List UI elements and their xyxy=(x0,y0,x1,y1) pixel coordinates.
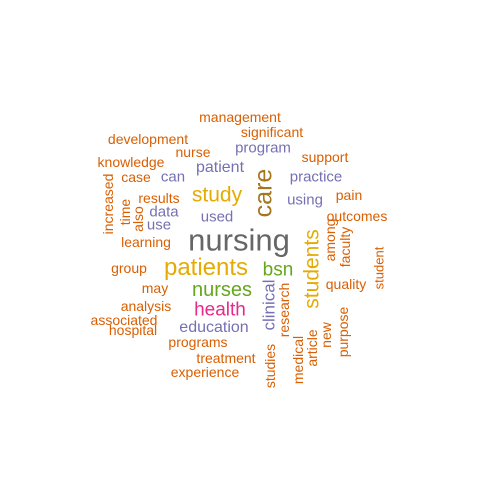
word-medical: medical xyxy=(290,335,306,385)
word-clinical: clinical xyxy=(259,279,279,331)
word-treatment: treatment xyxy=(196,350,256,366)
word-health: health xyxy=(194,299,246,321)
word-development: development xyxy=(107,131,189,147)
word-support: support xyxy=(301,149,349,165)
word-group: group xyxy=(111,260,147,276)
word-significant: significant xyxy=(240,124,304,140)
word-patient: patient xyxy=(195,159,245,176)
word-hospital: hospital xyxy=(108,322,158,338)
word-student: student xyxy=(371,246,387,290)
word-faculty: faculty xyxy=(337,226,353,268)
word-patients: patients xyxy=(163,254,249,281)
word-increased: increased xyxy=(100,173,116,235)
word-purpose: purpose xyxy=(335,306,351,358)
word-case: case xyxy=(121,169,151,185)
word-results: results xyxy=(138,190,180,206)
word-nurse: nurse xyxy=(175,144,211,160)
word-experience: experience xyxy=(170,364,240,380)
word-using: using xyxy=(287,191,323,209)
word-programs: programs xyxy=(168,334,228,350)
word-also: also xyxy=(130,206,146,232)
word-education: education xyxy=(179,319,249,336)
word-can: can xyxy=(160,168,186,186)
word-management: management xyxy=(199,109,281,125)
word-care: care xyxy=(249,168,278,218)
word-learning: learning xyxy=(121,234,171,250)
word-may: may xyxy=(141,280,169,296)
word-among: among xyxy=(322,218,338,262)
word-associated: associated xyxy=(90,312,158,328)
word-studies: studies xyxy=(262,343,278,389)
word-use: use xyxy=(146,216,172,234)
word-knowledge: knowledge xyxy=(97,154,165,170)
word-article: article xyxy=(304,329,320,367)
word-program: program xyxy=(235,139,291,157)
word-analysis: analysis xyxy=(120,298,172,314)
word-nurses: nurses xyxy=(191,279,253,301)
word-nursing: nursing xyxy=(188,222,290,258)
word-pain: pain xyxy=(335,187,363,203)
word-quality: quality xyxy=(325,276,367,292)
word-students: students xyxy=(300,229,324,309)
word-research: research xyxy=(276,282,292,338)
word-bsn: bsn xyxy=(262,259,294,281)
word-used: used xyxy=(200,208,234,226)
word-data: data xyxy=(149,203,179,221)
word-new: new xyxy=(318,322,334,348)
word-study: study xyxy=(191,183,243,207)
word-practice: practice xyxy=(289,168,343,186)
word-outcomes: outcomes xyxy=(326,208,388,224)
